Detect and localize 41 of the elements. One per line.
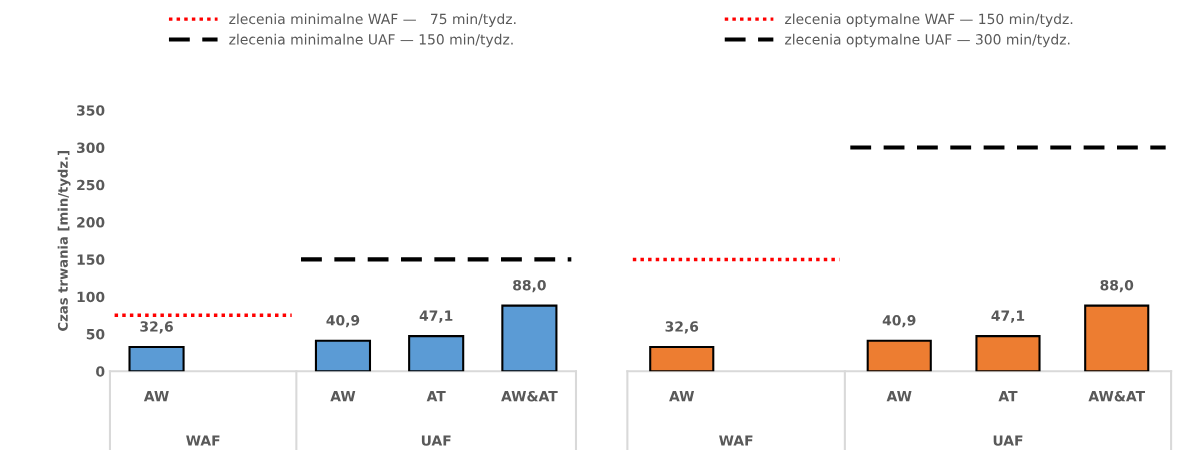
legend-label: zlecenia minimalne UAF — 150 min/tydz. — [229, 33, 513, 48]
bar — [975, 335, 1041, 372]
bar — [649, 345, 715, 372]
data-label: 47,1 — [419, 310, 453, 323]
x-tick-label: AW — [143, 391, 169, 402]
bar — [408, 335, 465, 372]
x-tick-label: AW — [886, 391, 912, 402]
text: UAF — [421, 435, 451, 446]
legend-label: zlecenia minimalne WAF — 75 min/tydz. — [229, 13, 516, 27]
legend-label: zlecenia optymalne UAF — 300 min/tydz. — [785, 33, 1070, 48]
y-tick-label: 350 — [77, 105, 105, 116]
legend-label: zlecenia optymalne WAF — 150 min/tydz. — [785, 13, 1073, 27]
y-tick-label: 100 — [77, 291, 105, 303]
bar — [128, 345, 185, 372]
text: UAF — [993, 435, 1023, 446]
bar — [1084, 304, 1150, 372]
y-tick-label: 300 — [77, 142, 105, 154]
y-tick-label: 200 — [77, 217, 105, 228]
text: WAF — [719, 435, 753, 446]
x-tick-label: AT — [998, 391, 1018, 402]
x-tick-label: AW — [330, 391, 356, 402]
y-tick-label: 50 — [86, 328, 105, 340]
y-tick-label: 250 — [77, 179, 105, 191]
bar — [501, 304, 558, 372]
data-label: 47,1 — [991, 310, 1025, 323]
x-tick-label: AW&AT — [501, 390, 558, 402]
x-tick-label: AW — [669, 391, 695, 402]
text: WAF — [186, 435, 220, 446]
data-label: 32,6 — [140, 321, 173, 334]
y-tick-label: 0 — [96, 366, 105, 377]
bar — [866, 339, 932, 372]
y-tick-label: 150 — [77, 254, 105, 265]
data-label: 88,0 — [1100, 279, 1134, 293]
y-axis-title: Czas trwania [min/tydz.] — [57, 151, 71, 331]
data-label: 88,0 — [513, 279, 546, 293]
bar — [314, 339, 372, 372]
data-label: 32,6 — [665, 321, 699, 334]
data-label: 40,9 — [882, 315, 916, 328]
x-tick-label: AT — [426, 391, 446, 402]
x-tick-label: AW&AT — [1088, 390, 1145, 402]
data-label: 40,9 — [326, 315, 360, 328]
